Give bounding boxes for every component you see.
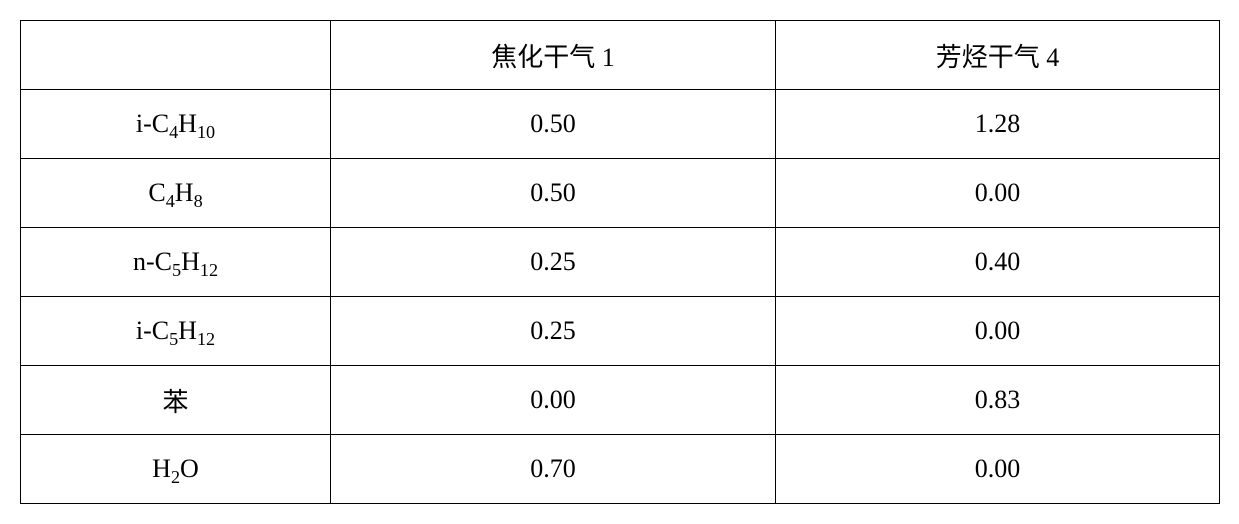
table-row: C4H8 0.50 0.00 (21, 159, 1220, 228)
cell-value: 0.40 (776, 228, 1220, 297)
table-row: 苯 0.00 0.83 (21, 366, 1220, 435)
row-label: H2O (21, 435, 331, 504)
col-header-1: 焦化干气 1 (331, 21, 776, 90)
table-row: i-C5H12 0.25 0.00 (21, 297, 1220, 366)
cell-value: 1.28 (776, 90, 1220, 159)
cell-value: 0.25 (331, 297, 776, 366)
cell-value: 0.25 (331, 228, 776, 297)
row-label: 苯 (21, 366, 331, 435)
col-header-0 (21, 21, 331, 90)
table-row: n-C5H12 0.25 0.40 (21, 228, 1220, 297)
cell-value: 0.50 (331, 159, 776, 228)
col-header-2: 芳烃干气 4 (776, 21, 1220, 90)
table-row: H2O 0.70 0.00 (21, 435, 1220, 504)
cell-value: 0.00 (776, 297, 1220, 366)
cell-value: 0.50 (331, 90, 776, 159)
row-label: i-C4H10 (21, 90, 331, 159)
composition-table: 焦化干气 1 芳烃干气 4 i-C4H10 0.50 1.28 C4H8 0.5… (20, 20, 1220, 504)
cell-value: 0.00 (331, 366, 776, 435)
row-label: C4H8 (21, 159, 331, 228)
row-label: n-C5H12 (21, 228, 331, 297)
table-header-row: 焦化干气 1 芳烃干气 4 (21, 21, 1220, 90)
table-row: i-C4H10 0.50 1.28 (21, 90, 1220, 159)
row-label: i-C5H12 (21, 297, 331, 366)
cell-value: 0.00 (776, 159, 1220, 228)
cell-value: 0.70 (331, 435, 776, 504)
cell-value: 0.00 (776, 435, 1220, 504)
cell-value: 0.83 (776, 366, 1220, 435)
